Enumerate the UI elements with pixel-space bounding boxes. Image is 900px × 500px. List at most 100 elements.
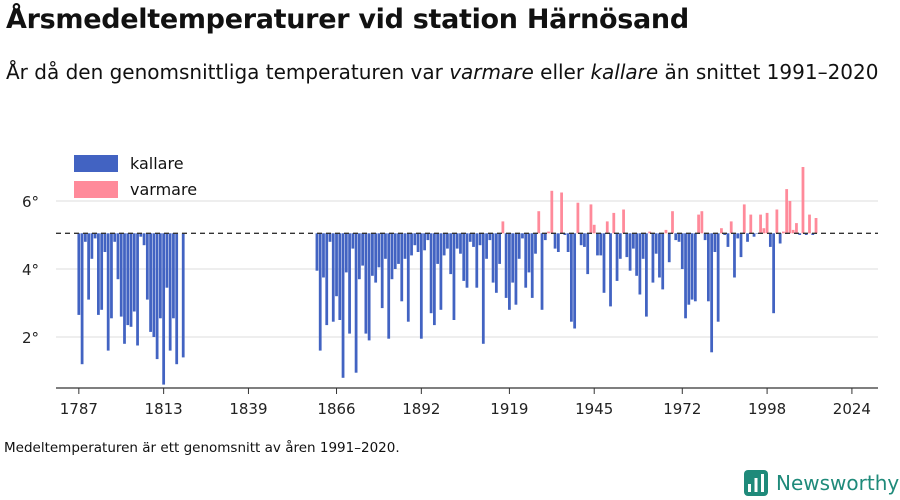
bar-colder bbox=[387, 233, 391, 339]
brand-logo[interactable]: Newsworthy bbox=[744, 470, 899, 496]
bar-colder bbox=[680, 233, 684, 269]
bar-warmer bbox=[801, 167, 805, 234]
bar-colder bbox=[106, 233, 110, 351]
subtitle-warmer-word: varmare bbox=[449, 60, 534, 84]
y-tick-label: 4° bbox=[22, 261, 39, 279]
subtitle-text-3: än snittet 1991–2020 bbox=[658, 60, 879, 84]
bar-colder bbox=[596, 233, 599, 256]
bar-colder bbox=[517, 233, 521, 259]
bar-colder bbox=[429, 233, 433, 314]
bar-warmer bbox=[501, 221, 505, 234]
bar-warmer bbox=[671, 211, 674, 234]
subtitle-colder-word: kallare bbox=[590, 60, 659, 84]
x-tick-label: 1972 bbox=[663, 400, 701, 418]
chart-title: Årsmedeltemperaturer vid station Härnösa… bbox=[6, 4, 689, 35]
bar-colder bbox=[511, 233, 515, 283]
bar-colder bbox=[331, 233, 335, 322]
bar-colder bbox=[175, 233, 179, 365]
bar-colder bbox=[563, 233, 567, 235]
newsworthy-icon bbox=[744, 470, 768, 496]
bar-colder bbox=[87, 233, 91, 300]
bar-colder bbox=[468, 233, 472, 242]
subtitle-text-1: År då den genomsnittliga temperaturen va… bbox=[6, 60, 450, 84]
bar-colder bbox=[455, 233, 459, 249]
bar-colder bbox=[374, 233, 378, 283]
bar-warmer bbox=[560, 192, 563, 234]
bar-colder bbox=[419, 233, 423, 339]
bar-colder bbox=[534, 233, 537, 254]
bar-warmer bbox=[700, 211, 704, 234]
bar-colder bbox=[573, 233, 577, 329]
bar-colder bbox=[139, 233, 143, 237]
bar-colder bbox=[485, 233, 488, 259]
bar-colder bbox=[654, 233, 658, 254]
bar-colder bbox=[432, 233, 436, 326]
bar-colder bbox=[80, 233, 84, 365]
bar-colder bbox=[83, 233, 87, 242]
legend-label-kallare: kallare bbox=[130, 154, 184, 173]
bar-colder bbox=[687, 233, 691, 305]
bar-colder bbox=[371, 233, 374, 276]
bar-colder bbox=[635, 233, 639, 276]
bar-colder bbox=[811, 233, 815, 235]
bar-colder bbox=[97, 233, 100, 315]
chart-subtitle: År då den genomsnittliga temperaturen va… bbox=[6, 56, 886, 88]
bar-warmer bbox=[622, 209, 625, 234]
bar-colder bbox=[615, 233, 619, 281]
bar-colder bbox=[367, 233, 371, 341]
bar-colder bbox=[100, 233, 104, 310]
bar-colder bbox=[119, 233, 123, 317]
bar-colder bbox=[145, 233, 149, 300]
x-tick-label: 1813 bbox=[145, 400, 183, 418]
bar-colder bbox=[494, 233, 498, 293]
bar-colder bbox=[377, 233, 381, 268]
bar-colder bbox=[423, 233, 426, 251]
bar-colder bbox=[638, 233, 642, 295]
bar-warmer bbox=[664, 229, 668, 234]
bar-colder bbox=[553, 233, 557, 249]
bar-warmer bbox=[576, 202, 580, 234]
bar-colder bbox=[165, 233, 169, 288]
bar-warmer bbox=[782, 231, 785, 234]
bar-warmer bbox=[648, 231, 652, 234]
bar-colder bbox=[527, 233, 531, 273]
bar-colder bbox=[804, 233, 808, 235]
bar-colder bbox=[459, 233, 462, 254]
bar-colder bbox=[645, 233, 648, 317]
bar-colder bbox=[380, 233, 384, 309]
bar-colder bbox=[543, 233, 547, 241]
legend-swatch-varmare bbox=[74, 181, 118, 198]
bar-colder bbox=[716, 233, 720, 322]
bar-colder bbox=[142, 233, 146, 246]
bar-colder bbox=[152, 233, 156, 337]
bar-colder bbox=[452, 233, 456, 320]
bar-colder bbox=[116, 233, 120, 280]
bar-colder bbox=[625, 233, 629, 258]
bar-warmer bbox=[785, 189, 789, 234]
bar-colder bbox=[123, 233, 126, 344]
bar-colder bbox=[344, 233, 348, 273]
bar-colder bbox=[393, 233, 397, 269]
bar-colder bbox=[172, 233, 175, 319]
bar-colder bbox=[181, 233, 185, 358]
bar-colder bbox=[132, 233, 136, 312]
x-tick-label: 1892 bbox=[402, 400, 440, 418]
bar-colder bbox=[569, 233, 573, 322]
bar-colder bbox=[478, 233, 482, 246]
bar-colder bbox=[354, 233, 358, 373]
bar-colder bbox=[579, 233, 583, 246]
bar-colder bbox=[110, 233, 113, 319]
bar-colder bbox=[710, 233, 714, 353]
bar-colder bbox=[390, 233, 394, 280]
bar-warmer bbox=[765, 212, 769, 234]
bar-colder bbox=[315, 233, 319, 271]
x-tick-label: 1945 bbox=[575, 400, 613, 418]
bar-colder bbox=[318, 233, 322, 351]
bar-colder bbox=[514, 233, 518, 305]
bar-colder bbox=[77, 233, 81, 315]
bar-colder bbox=[628, 233, 632, 271]
bar-colder bbox=[723, 233, 727, 235]
bar-colder bbox=[322, 233, 325, 278]
bar-colder bbox=[504, 233, 508, 298]
bar-colder bbox=[155, 233, 159, 360]
